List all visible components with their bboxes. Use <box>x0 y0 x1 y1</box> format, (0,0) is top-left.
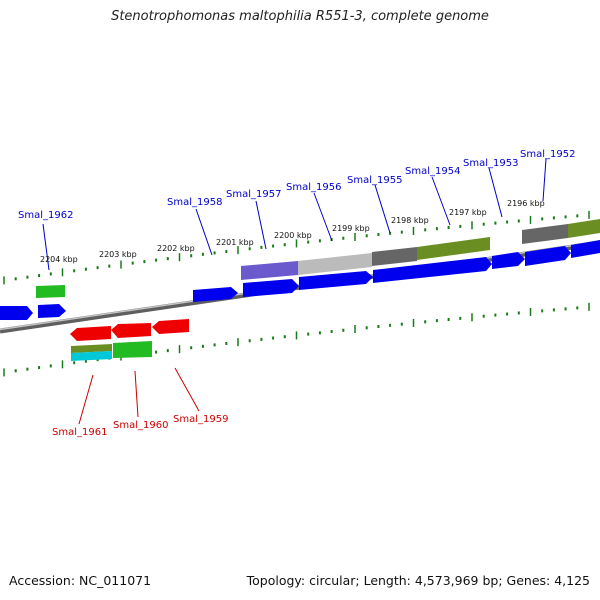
ruler-label-2196: 2196 kbp <box>507 199 545 208</box>
ruler-label-2203: 2203 kbp <box>99 250 137 259</box>
ruler-label-2200: 2200 kbp <box>274 231 312 240</box>
forward-strand-genes <box>0 219 600 320</box>
gene-feature <box>373 257 492 283</box>
gene-label-smal-1957: Smal_1957 <box>226 189 281 200</box>
gene-feature <box>417 237 490 260</box>
gene-label-smal-1956: Smal_1956 <box>286 182 341 193</box>
gene-label-smal-1959: Smal_1959 <box>173 414 228 425</box>
ruler-ticks-outer <box>3 210 590 285</box>
gene-label-smal-1962: Smal_1962 <box>18 210 73 221</box>
ruler-label-2204: 2204 kbp <box>40 255 78 264</box>
forward-leader-lines <box>42 158 547 271</box>
gene-feature <box>193 287 238 302</box>
ruler-label-2199: 2199 kbp <box>332 224 370 233</box>
gene-feature <box>372 247 417 266</box>
gene-feature <box>113 341 152 358</box>
ruler-label-2198: 2198 kbp <box>391 216 429 225</box>
topology-summary: Topology: circular; Length: 4,573,969 bp… <box>246 573 590 588</box>
gene-label-smal-1955: Smal_1955 <box>347 175 402 186</box>
ruler-ticks-inner <box>3 302 590 377</box>
gene-feature <box>36 285 65 298</box>
gene-feature <box>152 319 189 334</box>
forward-gene-labels: Smal_1962 Smal_1958 Smal_1957 Smal_1956 … <box>18 149 575 221</box>
ruler-label-2197: 2197 kbp <box>449 208 487 217</box>
gene-feature <box>243 279 299 297</box>
gene-feature <box>298 253 372 275</box>
gene-label-smal-1953: Smal_1953 <box>463 158 518 169</box>
ruler-label-2202: 2202 kbp <box>157 244 195 253</box>
gene-feature <box>71 351 112 361</box>
gene-feature <box>71 344 112 353</box>
gene-feature <box>568 219 600 238</box>
gene-feature <box>522 224 568 244</box>
gene-feature <box>492 252 525 269</box>
gene-feature <box>525 246 571 266</box>
gene-feature <box>111 323 151 338</box>
gene-label-smal-1952: Smal_1952 <box>520 149 575 160</box>
reverse-leader-lines <box>78 367 200 425</box>
reverse-gene-labels: Smal_1961 Smal_1960 Smal_1959 <box>52 414 228 438</box>
accession-text: Accession: NC_011071 <box>9 573 152 588</box>
gene-feature <box>241 261 298 280</box>
ruler-labels: 2204 kbp 2203 kbp 2202 kbp 2201 kbp 2200… <box>40 199 545 264</box>
gene-feature <box>299 271 373 290</box>
gene-feature <box>571 240 600 258</box>
gene-label-smal-1961: Smal_1961 <box>52 427 107 438</box>
gene-feature <box>38 304 66 318</box>
gene-label-smal-1958: Smal_1958 <box>167 197 222 208</box>
gene-feature <box>70 326 111 341</box>
map-title: Stenotrophomonas maltophilia R551-3, com… <box>111 9 489 24</box>
gene-label-smal-1960: Smal_1960 <box>113 420 168 431</box>
ruler-label-2201: 2201 kbp <box>216 238 254 247</box>
gene-feature <box>0 306 33 320</box>
gene-label-smal-1954: Smal_1954 <box>405 166 460 177</box>
reverse-strand-genes <box>70 319 189 361</box>
